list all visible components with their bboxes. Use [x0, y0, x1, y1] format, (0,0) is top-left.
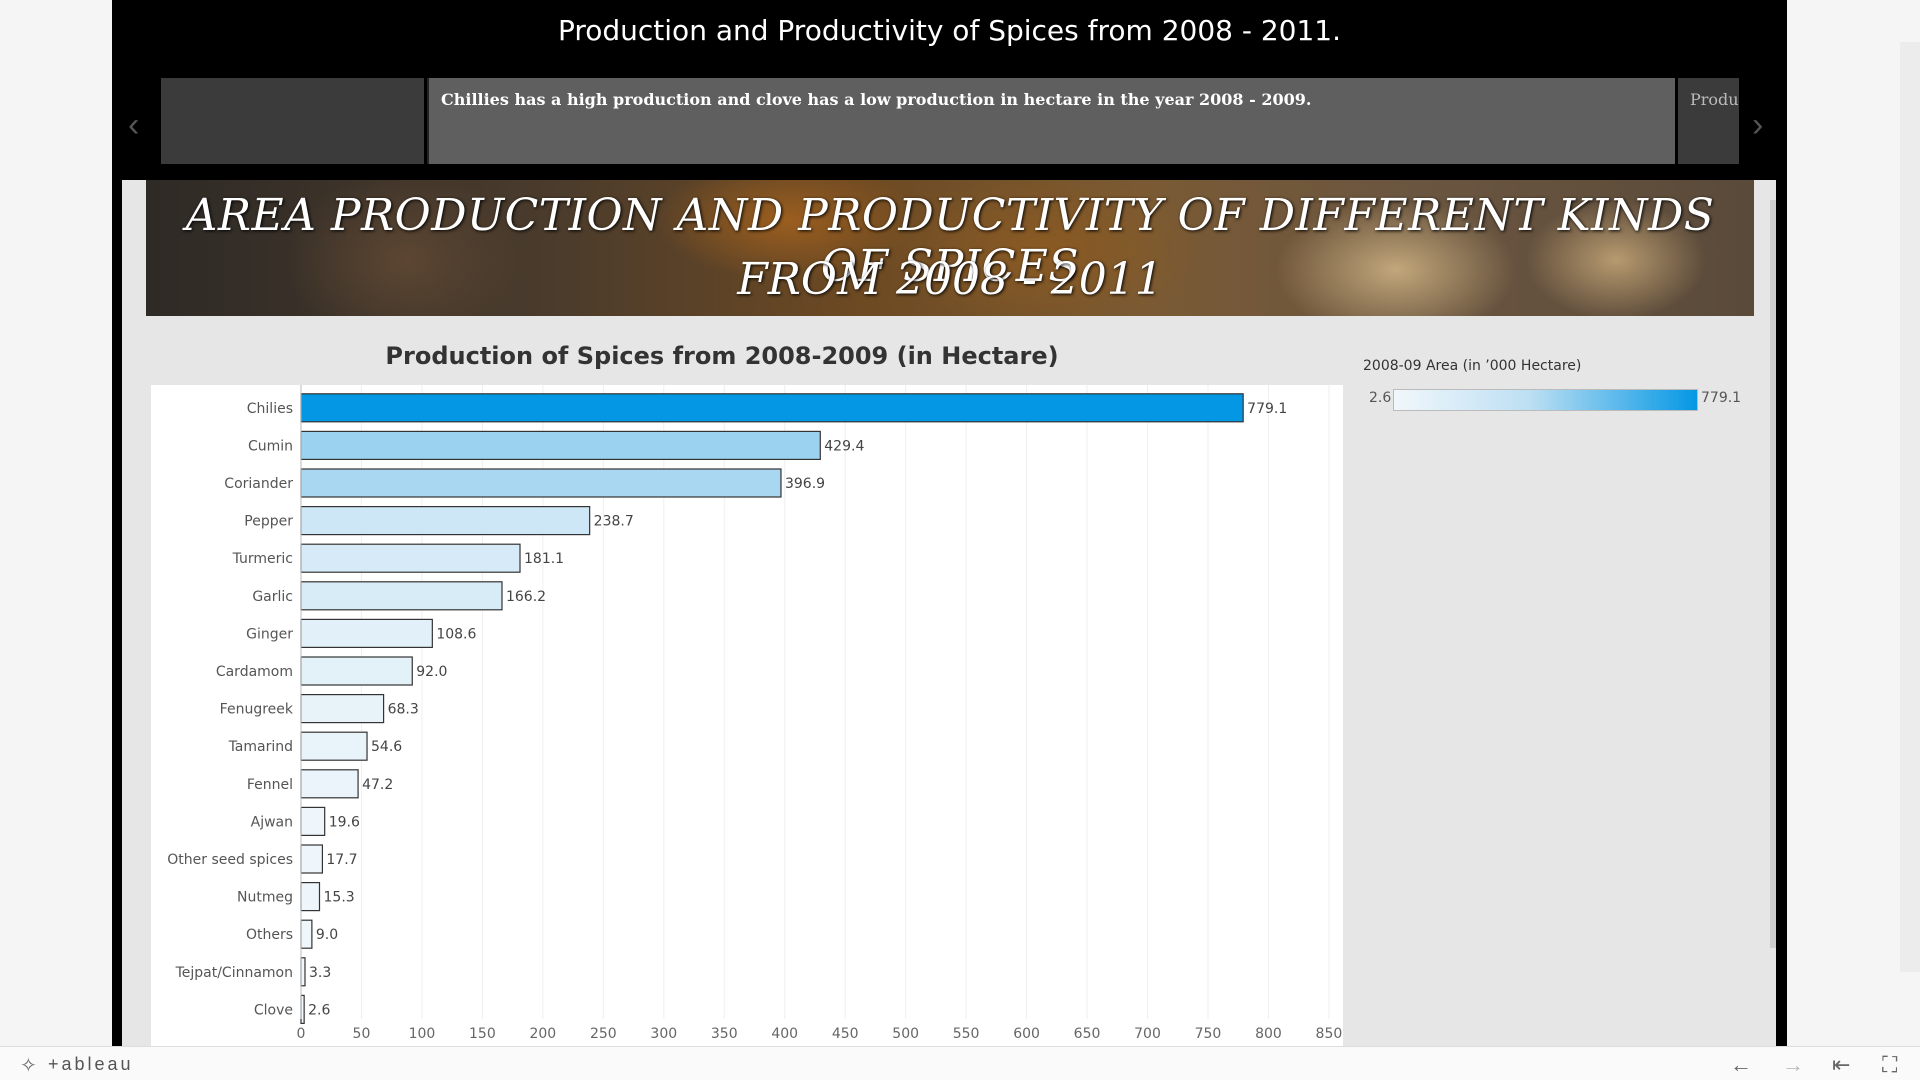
x-tick-label: 750	[1195, 1026, 1222, 1042]
dashboard: AREA PRODUCTION AND PRODUCTIVITY OF DIFF…	[122, 180, 1776, 1046]
legend-min-label: 2.6	[1369, 390, 1392, 406]
bar-value-label: 54.6	[371, 739, 402, 755]
x-tick-label: 850	[1316, 1026, 1343, 1042]
page-scrollbar[interactable]	[1900, 42, 1920, 972]
story-point-next-caption: Produ	[1690, 90, 1739, 109]
banner-title-line-1: AREA PRODUCTION AND PRODUCTIVITY OF DIFF…	[185, 190, 1715, 292]
legend-max-label: 779.1	[1701, 390, 1742, 406]
bar-value-label: 166.2	[506, 589, 546, 605]
legend-title: 2008-09 Area (in ’000 Hectare)	[1363, 358, 1582, 374]
category-label: Tamarind	[228, 739, 293, 755]
bar	[300, 543, 521, 573]
x-tick-label: 450	[832, 1026, 859, 1042]
x-tick-label: 150	[469, 1026, 496, 1042]
x-tick-label: 50	[353, 1026, 371, 1042]
x-tick-label: 300	[650, 1026, 677, 1042]
x-tick-label: 350	[711, 1026, 738, 1042]
bar	[300, 468, 782, 498]
bar	[300, 806, 326, 836]
x-tick-label: 550	[953, 1026, 980, 1042]
bar-value-label: 9.0	[316, 927, 338, 943]
bar	[300, 957, 306, 987]
x-tick-label: 100	[409, 1026, 436, 1042]
category-label: Cardamom	[216, 664, 293, 680]
category-label: Ajwan	[251, 814, 293, 830]
dashboard-scrollbar[interactable]	[1770, 200, 1776, 948]
x-tick-label: 600	[1013, 1026, 1040, 1042]
bar-value-label: 68.3	[388, 702, 419, 718]
legend-color-ramp[interactable]	[1393, 389, 1698, 411]
category-label: Fennel	[247, 777, 293, 793]
bar-chart: 0 50 100 150 200 250 300 350 400 450 500 550 600 650 7…	[167, 385, 1343, 1042]
bar	[300, 581, 503, 611]
category-label: Cumin	[248, 438, 293, 454]
category-label: Turmeric	[232, 551, 293, 567]
category-label: Chilies	[247, 401, 293, 417]
bar-value-label: 17.7	[326, 852, 357, 868]
category-label: Ginger	[246, 626, 293, 642]
x-tick-label: 500	[892, 1026, 919, 1042]
bar-value-label: 779.1	[1247, 401, 1287, 417]
story-point-current[interactable]: Chillies has a high production and clove…	[427, 78, 1675, 164]
category-label: Other seed spices	[167, 852, 293, 868]
bar	[300, 731, 368, 761]
banner-title-line-2: FROM 2008 - 2011	[737, 254, 1163, 305]
tableau-logo-text: +ableau	[48, 1054, 134, 1074]
bar	[300, 919, 313, 949]
story-point-previous[interactable]	[161, 78, 424, 164]
x-tick-label: 650	[1074, 1026, 1101, 1042]
x-tick-label: 250	[590, 1026, 617, 1042]
tableau-logo-icon: ✧	[20, 1055, 37, 1077]
bar	[300, 844, 324, 874]
bar-value-label: 19.6	[329, 814, 360, 830]
next-story-point-icon[interactable]: ›	[1752, 106, 1764, 144]
bar	[300, 430, 821, 461]
category-label: Nutmeg	[237, 890, 293, 906]
x-tick-label: 800	[1255, 1026, 1282, 1042]
redo-icon[interactable]: →	[1782, 1052, 1804, 1077]
plot-panel: 0 50 100 150 200 250 300 350 400 450 500 550 600 650 7…	[151, 385, 1343, 1046]
bar	[300, 769, 359, 799]
category-label: Others	[246, 927, 293, 943]
story-container: Production and Productivity of Spices fr…	[112, 0, 1787, 1046]
bar	[300, 393, 1244, 423]
tableau-toolbar: ✧ +ableau ← → ⇤ ⛶	[0, 1046, 1920, 1080]
category-label: Coriander	[224, 476, 293, 492]
bar	[300, 505, 591, 536]
category-label: Clove	[254, 1002, 293, 1018]
bar	[300, 656, 413, 686]
bar	[300, 882, 321, 912]
previous-story-point-icon[interactable]: ‹	[128, 106, 140, 144]
x-tick-label: 0	[297, 1026, 306, 1042]
bar-value-label: 396.9	[785, 476, 825, 492]
category-label: Pepper	[244, 514, 293, 530]
bar-value-label: 92.0	[416, 664, 447, 680]
category-label: Tejpat/Cinnamon	[175, 965, 293, 981]
bar-value-label: 181.1	[524, 551, 564, 567]
bar	[300, 618, 433, 648]
x-tick-label: 200	[529, 1026, 556, 1042]
story-point-next[interactable]: Produ	[1678, 78, 1739, 164]
revert-icon[interactable]: ⇤	[1832, 1052, 1851, 1077]
category-label: Fenugreek	[220, 702, 294, 718]
bar	[300, 694, 385, 724]
bar-value-label: 2.6	[308, 1002, 330, 1018]
bar-value-label: 3.3	[309, 965, 331, 981]
bar-value-label: 108.6	[436, 626, 476, 642]
story-point-caption: Chillies has a high production and clove…	[441, 90, 1312, 109]
x-tick-label: 700	[1134, 1026, 1161, 1042]
bar-value-label: 47.2	[362, 777, 393, 793]
bar-value-label: 238.7	[594, 514, 634, 530]
banner-image: AREA PRODUCTION AND PRODUCTIVITY OF DIFF…	[146, 180, 1754, 316]
fullscreen-icon[interactable]: ⛶	[1882, 1052, 1898, 1077]
story-title: Production and Productivity of Spices fr…	[557, 14, 1342, 47]
category-label: Garlic	[252, 589, 293, 605]
x-tick-label: 400	[771, 1026, 798, 1042]
bar-value-label: 15.3	[324, 890, 355, 906]
chart-title: Production of Spices from 2008-2009 (in …	[385, 342, 1059, 370]
undo-icon[interactable]: ←	[1730, 1052, 1752, 1077]
bar-value-label: 429.4	[824, 438, 864, 454]
